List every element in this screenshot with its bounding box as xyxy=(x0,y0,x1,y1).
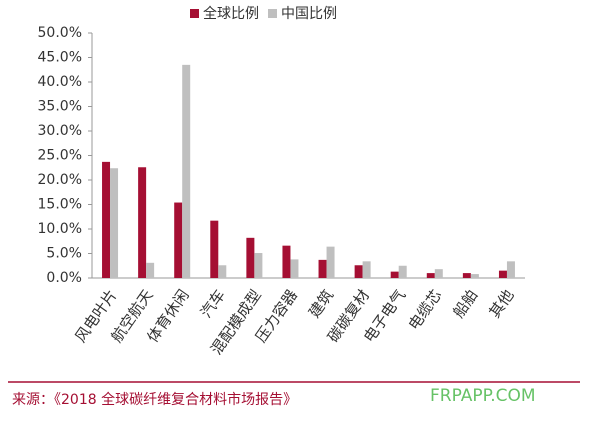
bar xyxy=(434,269,443,278)
y-tick-label: 35.0% xyxy=(38,99,82,115)
bar xyxy=(354,265,363,278)
y-tick-label: 10.0% xyxy=(38,221,82,237)
bar xyxy=(138,167,147,278)
x-tick-label: 电缆芯 xyxy=(405,286,446,333)
x-tick-label: 建筑 xyxy=(305,286,337,321)
bar xyxy=(398,265,407,278)
y-tick-label: 45.0% xyxy=(38,50,82,66)
bar xyxy=(282,245,291,278)
bar xyxy=(462,273,471,278)
y-tick-label: 40.0% xyxy=(38,74,82,90)
bar xyxy=(182,64,191,278)
legend-label: 中国比例 xyxy=(281,6,337,22)
bar xyxy=(210,220,219,278)
bar xyxy=(498,270,507,278)
bar xyxy=(506,261,515,278)
bar xyxy=(326,246,335,278)
source: 来源：《2018 全球碳纤维复合材料市场报告》 xyxy=(12,391,297,408)
bar xyxy=(426,273,435,278)
x-tick-label: 汽车 xyxy=(197,286,229,321)
y-tick-label: 30.0% xyxy=(38,123,82,139)
legend-swatch xyxy=(268,9,277,18)
bar xyxy=(362,261,371,278)
bar xyxy=(470,274,479,278)
legend-swatch xyxy=(190,9,199,18)
legend-label: 全球比例 xyxy=(203,5,259,22)
y-tick-label: 0.0% xyxy=(46,270,82,286)
x-tick-label: 船舶 xyxy=(449,286,481,321)
bar xyxy=(290,259,299,278)
bar xyxy=(390,271,399,278)
bar xyxy=(174,202,183,278)
y-tick-label: 25.0% xyxy=(38,148,82,164)
y-tick-label: 50.0% xyxy=(38,25,82,41)
bar xyxy=(110,168,119,278)
y-tick-label: 20.0% xyxy=(38,172,82,188)
bar xyxy=(318,259,327,278)
bar xyxy=(218,265,227,278)
y-tick-label: 5.0% xyxy=(46,246,82,262)
bar xyxy=(254,253,263,278)
bar xyxy=(246,237,255,278)
x-tick-label: 其他 xyxy=(486,286,518,321)
watermark: FRPAPP.COM xyxy=(430,386,536,406)
y-tick-label: 15.0% xyxy=(38,197,82,213)
bar xyxy=(146,262,155,278)
bar xyxy=(102,161,111,278)
